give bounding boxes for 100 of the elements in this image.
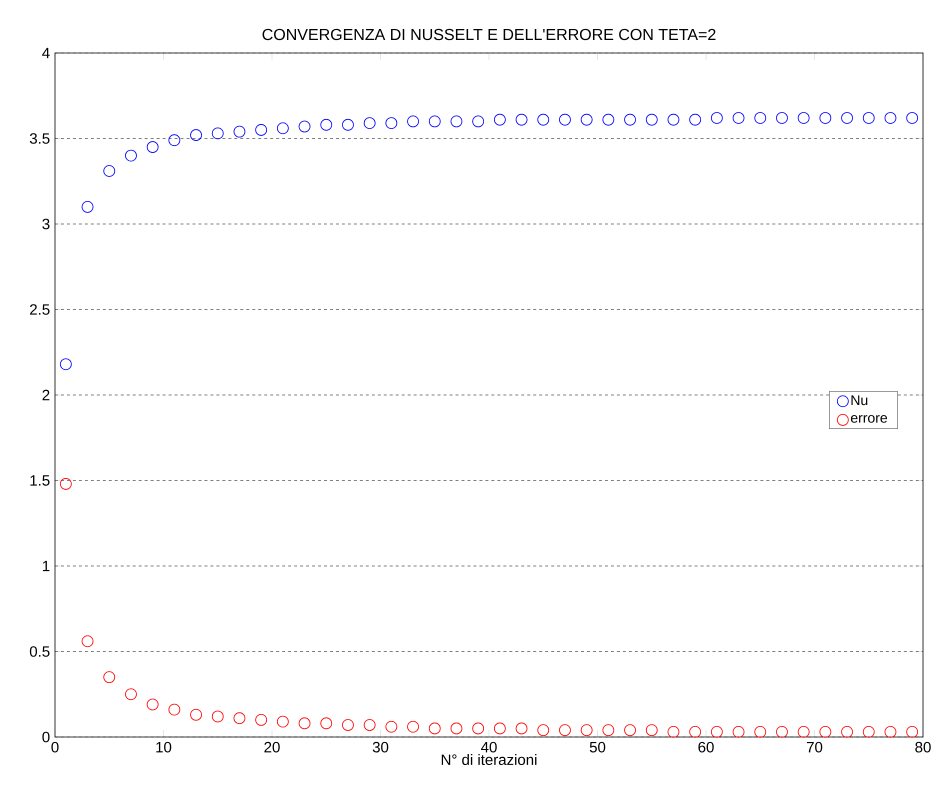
- point: [212, 710, 224, 722]
- point: [428, 115, 441, 128]
- x-tick-label: 0: [51, 742, 59, 752]
- y-tick-label: 3: [42, 218, 50, 230]
- legend-label: Nu: [851, 395, 868, 406]
- point: [234, 712, 246, 724]
- point: [884, 112, 896, 124]
- point: [559, 114, 571, 126]
- x-tick-label: 40: [481, 742, 497, 752]
- point: [60, 358, 72, 370]
- point: [516, 722, 528, 734]
- point: [732, 726, 744, 738]
- point: [364, 719, 376, 731]
- x-tick-label: 50: [590, 742, 606, 752]
- point: [212, 127, 224, 140]
- y-tick-label: 3.5: [30, 133, 50, 144]
- point: [516, 114, 528, 126]
- point: [754, 726, 766, 738]
- point: [234, 126, 246, 138]
- point: [689, 726, 702, 738]
- y-tick-label: 2.5: [30, 304, 50, 315]
- point: [125, 688, 137, 700]
- point: [862, 726, 875, 738]
- y-tick-label: 0.5: [30, 646, 50, 657]
- point: [776, 726, 788, 738]
- point: [407, 720, 419, 733]
- point: [689, 114, 702, 126]
- point: [125, 150, 137, 162]
- x-tick-label: 10: [156, 742, 172, 752]
- point: [602, 114, 614, 126]
- point: [798, 726, 810, 738]
- point: [580, 724, 593, 736]
- point: [798, 112, 810, 124]
- point: [385, 117, 398, 130]
- point: [819, 726, 832, 738]
- point: [428, 722, 441, 734]
- point: [646, 114, 658, 126]
- point: [472, 722, 484, 734]
- x-tick-label: 60: [698, 742, 714, 752]
- x-axis-title: N° di iterazioni: [442, 754, 536, 766]
- point: [776, 112, 788, 124]
- point: [819, 112, 832, 124]
- x-tick-label: 30: [372, 742, 388, 752]
- point: [146, 141, 159, 153]
- point: [580, 114, 593, 126]
- point: [732, 112, 744, 124]
- point: [862, 112, 875, 124]
- point: [537, 724, 550, 736]
- point: [190, 708, 202, 721]
- point: [494, 722, 506, 734]
- y-tick-label: 0: [42, 732, 50, 742]
- point: [298, 717, 310, 730]
- point: [841, 112, 853, 124]
- point: [494, 114, 506, 126]
- point: [450, 722, 462, 734]
- point: [754, 112, 766, 124]
- point: [298, 120, 310, 132]
- point: [60, 478, 72, 490]
- x-tick-label: 80: [915, 742, 931, 752]
- point: [320, 118, 332, 131]
- point: [103, 165, 116, 177]
- point: [450, 115, 462, 128]
- chart-title: CONVERGENZA DI NUSSELT E DELL'ERRORE CON TETA=2: [262, 28, 716, 40]
- point: [906, 726, 918, 738]
- point: [255, 714, 268, 726]
- point: [710, 726, 723, 738]
- point: [407, 115, 419, 128]
- point: [82, 635, 94, 648]
- point: [320, 717, 332, 730]
- point: [168, 704, 180, 716]
- point: [668, 726, 680, 738]
- point: [168, 134, 180, 146]
- point: [82, 200, 94, 213]
- point: [190, 129, 202, 141]
- point: [624, 724, 636, 736]
- point: [537, 114, 550, 126]
- point: [906, 112, 918, 124]
- point: [710, 112, 723, 124]
- point: [884, 726, 896, 738]
- point: [255, 124, 268, 136]
- point: [276, 122, 289, 134]
- x-tick-label: 70: [806, 742, 822, 752]
- y-tick-label: 1.5: [30, 475, 50, 486]
- point: [472, 115, 484, 128]
- legend-label: errore: [850, 415, 888, 423]
- point: [146, 698, 159, 710]
- point: [559, 724, 571, 736]
- x-tick-label: 20: [264, 742, 280, 752]
- y-tick-label: 4: [42, 48, 50, 58]
- point: [602, 724, 614, 736]
- y-tick-label: 2: [42, 390, 50, 400]
- point: [841, 726, 853, 738]
- point: [103, 671, 116, 684]
- point: [342, 118, 354, 131]
- point: [624, 114, 636, 126]
- point: [646, 724, 658, 736]
- point: [342, 719, 354, 731]
- y-tick-label: 1: [42, 560, 50, 572]
- point: [276, 716, 289, 728]
- point: [385, 720, 398, 733]
